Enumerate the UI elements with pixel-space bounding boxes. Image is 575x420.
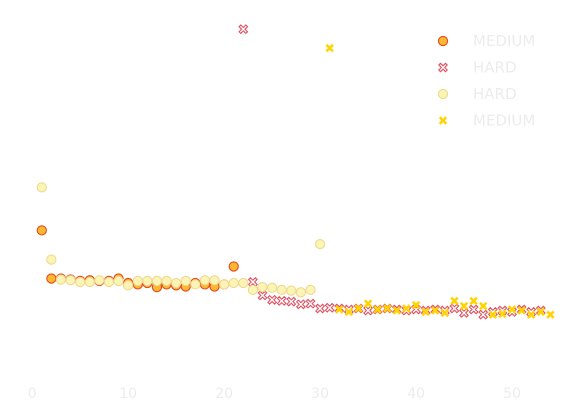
data-point (450, 296, 459, 306)
data-point (479, 301, 488, 311)
data-point (170, 277, 182, 289)
data-point (180, 275, 191, 287)
plot-area (36, 24, 555, 320)
data-point (421, 307, 430, 317)
data-point (478, 309, 489, 320)
data-point (488, 310, 498, 319)
data-point (517, 306, 526, 315)
data-point (305, 284, 316, 296)
legend-item: MEDIUM (437, 32, 535, 50)
data-point (218, 279, 230, 290)
data-point (228, 261, 239, 272)
legend-label: HARD (473, 59, 517, 77)
data-point (228, 277, 239, 289)
data-point (266, 282, 278, 293)
data-point (267, 294, 278, 305)
data-point (238, 24, 249, 35)
legend-item: HARD (438, 59, 517, 77)
data-point (411, 300, 421, 310)
data-point (373, 305, 382, 314)
data-point (123, 280, 134, 291)
series-3 (36, 182, 326, 298)
data-point (459, 307, 470, 318)
data-point (113, 275, 124, 287)
data-point (527, 310, 536, 319)
data-point (247, 277, 258, 287)
data-point (238, 277, 249, 289)
x-tick-label: 50 (503, 386, 521, 402)
data-point (36, 225, 47, 236)
legend-label: MEDIUM (473, 32, 535, 50)
data-point (161, 275, 172, 287)
legend-item: HARD (437, 85, 517, 103)
data-point (449, 303, 460, 314)
data-point (354, 304, 363, 313)
legend-marker (438, 116, 448, 125)
data-point (431, 306, 440, 315)
data-point (55, 274, 67, 285)
data-point (295, 287, 307, 298)
data-point (305, 298, 316, 309)
data-point (257, 281, 268, 293)
data-point (468, 304, 479, 315)
legend-marker (437, 88, 449, 100)
data-point (363, 305, 374, 316)
data-point (315, 303, 326, 314)
data-point (190, 279, 201, 290)
x-tick-label: 20 (215, 386, 233, 402)
legend-item: MEDIUM (438, 112, 535, 130)
data-point (507, 305, 517, 314)
data-point (546, 310, 555, 319)
data-point (199, 275, 211, 286)
data-point (257, 290, 268, 301)
data-point (383, 304, 392, 313)
data-point (402, 304, 411, 313)
x-axis: 0 10 20 30 40 50 (28, 386, 521, 402)
data-point (75, 276, 86, 288)
x-tick-label: 10 (119, 386, 137, 402)
data-point (440, 308, 450, 318)
legend-marker (438, 62, 448, 73)
data-point (363, 299, 373, 308)
data-point (94, 275, 105, 286)
x-tick-label: 0 (28, 386, 37, 402)
data-point (276, 284, 287, 296)
data-point (84, 276, 95, 288)
data-point (103, 276, 115, 288)
data-point (295, 299, 306, 310)
data-point (209, 275, 220, 286)
data-point (314, 238, 326, 250)
legend-label: HARD (473, 85, 517, 103)
data-point (469, 296, 478, 306)
data-point (46, 254, 57, 265)
data-point (247, 284, 259, 296)
data-point (459, 301, 469, 311)
data-point (344, 307, 354, 317)
legend: MEDIUM HARD HARD MEDIUM (437, 32, 535, 130)
data-point (46, 273, 57, 284)
x-tick-label: 40 (407, 386, 425, 402)
legend-marker (437, 35, 449, 47)
x-tick-label: 30 (311, 386, 329, 402)
data-point (286, 285, 297, 296)
data-point (325, 43, 334, 53)
data-point (142, 275, 153, 287)
data-point (498, 309, 507, 319)
data-point (132, 275, 143, 287)
legend-label: MEDIUM (473, 112, 535, 130)
data-point (276, 295, 287, 306)
data-point (65, 275, 76, 286)
data-point (36, 182, 47, 193)
data-point (536, 307, 546, 317)
data-point (335, 305, 344, 314)
data-point (286, 296, 297, 307)
data-point (151, 275, 163, 287)
data-point (324, 302, 335, 313)
series-4 (325, 43, 555, 319)
data-point (392, 306, 402, 315)
